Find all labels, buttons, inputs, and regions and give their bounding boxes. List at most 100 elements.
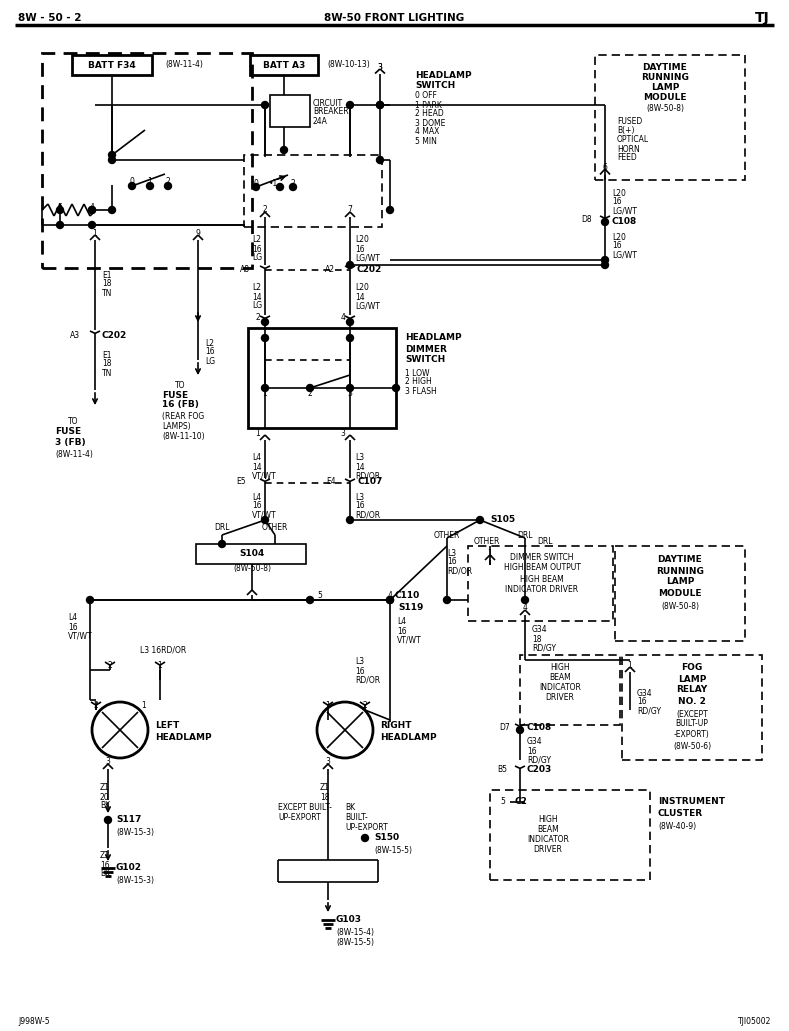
Text: INDICATOR: INDICATOR xyxy=(539,684,581,693)
Circle shape xyxy=(517,727,523,733)
Text: RD/OR: RD/OR xyxy=(355,471,380,480)
Text: CIRCUIT: CIRCUIT xyxy=(313,99,343,107)
Text: G34: G34 xyxy=(527,737,543,746)
Text: 1: 1 xyxy=(263,389,267,398)
Text: FUSED: FUSED xyxy=(617,118,642,127)
Text: 0 OFF: 0 OFF xyxy=(415,92,437,100)
Text: (8W-40-9): (8W-40-9) xyxy=(658,822,696,831)
Circle shape xyxy=(109,206,115,213)
Bar xyxy=(248,328,396,428)
Text: RD/OR: RD/OR xyxy=(355,510,380,520)
Text: G34: G34 xyxy=(637,689,653,698)
Bar xyxy=(270,95,310,127)
Text: 3: 3 xyxy=(378,63,383,71)
Text: INDICATOR: INDICATOR xyxy=(527,835,569,844)
Text: L3 16RD/OR: L3 16RD/OR xyxy=(140,645,186,655)
Text: 2: 2 xyxy=(363,701,368,710)
Text: 24A: 24A xyxy=(313,117,328,126)
Text: RELAY: RELAY xyxy=(676,686,708,695)
Text: L2: L2 xyxy=(252,284,261,293)
Text: TO: TO xyxy=(68,418,78,427)
Text: 4: 4 xyxy=(522,603,527,612)
Text: D8: D8 xyxy=(581,215,592,225)
Text: C108: C108 xyxy=(612,218,638,227)
Circle shape xyxy=(252,184,260,191)
Text: C107: C107 xyxy=(358,477,383,487)
Text: RD/GY: RD/GY xyxy=(637,706,661,716)
Text: HIGH: HIGH xyxy=(538,816,558,825)
Text: S119: S119 xyxy=(398,603,424,612)
Circle shape xyxy=(376,101,383,108)
Text: LG: LG xyxy=(252,301,262,310)
Circle shape xyxy=(88,206,95,213)
Bar xyxy=(468,546,613,621)
Text: 3: 3 xyxy=(348,389,353,398)
Text: B(+): B(+) xyxy=(617,127,634,135)
Text: E4: E4 xyxy=(327,477,336,487)
Circle shape xyxy=(164,182,171,190)
Text: LG: LG xyxy=(205,357,215,366)
Text: 1: 1 xyxy=(158,662,163,670)
Text: RD/GY: RD/GY xyxy=(527,756,551,765)
Text: RUNNING: RUNNING xyxy=(641,72,689,81)
Text: TJ: TJ xyxy=(754,11,769,25)
Circle shape xyxy=(57,222,63,229)
Text: RIGHT: RIGHT xyxy=(380,721,412,730)
Text: BEAM: BEAM xyxy=(549,673,571,683)
Text: TN: TN xyxy=(102,368,112,377)
Text: A3: A3 xyxy=(70,331,80,339)
Text: LAMP: LAMP xyxy=(651,82,679,92)
Text: 7: 7 xyxy=(348,205,353,214)
Text: HIGH: HIGH xyxy=(550,664,570,672)
Text: 20: 20 xyxy=(100,793,110,801)
Text: OTHER: OTHER xyxy=(474,537,500,546)
Text: L3: L3 xyxy=(355,493,365,501)
Text: TN: TN xyxy=(102,289,112,298)
Text: BUILT-: BUILT- xyxy=(345,813,368,823)
Circle shape xyxy=(387,597,394,603)
Circle shape xyxy=(346,334,353,341)
Circle shape xyxy=(88,206,95,213)
Text: 1: 1 xyxy=(148,177,152,187)
Text: G102: G102 xyxy=(116,864,142,872)
Text: L4: L4 xyxy=(252,454,261,463)
Text: 16: 16 xyxy=(355,501,365,510)
Circle shape xyxy=(387,206,394,213)
Text: 14: 14 xyxy=(252,293,262,301)
Text: 3: 3 xyxy=(378,63,383,71)
Text: 3: 3 xyxy=(341,429,346,437)
Text: 4: 4 xyxy=(341,313,346,323)
Text: C203: C203 xyxy=(527,765,552,774)
Text: L4: L4 xyxy=(68,613,77,623)
Text: 14: 14 xyxy=(355,463,365,471)
Circle shape xyxy=(147,182,154,190)
Text: G103: G103 xyxy=(336,916,362,925)
Text: L20: L20 xyxy=(355,235,369,244)
Text: L20: L20 xyxy=(612,233,626,241)
Circle shape xyxy=(109,152,115,159)
Text: L2: L2 xyxy=(205,338,214,347)
Text: LG/WT: LG/WT xyxy=(355,301,380,310)
Text: 16: 16 xyxy=(447,558,457,566)
Circle shape xyxy=(361,834,368,841)
Text: HORN: HORN xyxy=(617,144,640,154)
Text: B5: B5 xyxy=(497,765,507,774)
Text: BATT A3: BATT A3 xyxy=(263,61,305,69)
Text: FOG: FOG xyxy=(682,664,703,672)
Circle shape xyxy=(261,517,268,524)
Text: 0: 0 xyxy=(253,178,259,188)
Text: BK: BK xyxy=(100,869,110,878)
Text: 2: 2 xyxy=(263,205,267,214)
Text: 18: 18 xyxy=(320,793,330,801)
Text: DRL: DRL xyxy=(215,524,230,532)
Circle shape xyxy=(261,101,268,108)
Text: 3: 3 xyxy=(326,758,331,766)
Circle shape xyxy=(376,101,383,108)
Circle shape xyxy=(104,817,111,824)
Text: 1: 1 xyxy=(141,701,147,710)
Text: C202: C202 xyxy=(102,331,127,339)
Circle shape xyxy=(601,262,608,268)
Text: L3: L3 xyxy=(355,454,365,463)
Circle shape xyxy=(88,222,95,229)
Text: E5: E5 xyxy=(237,477,246,487)
